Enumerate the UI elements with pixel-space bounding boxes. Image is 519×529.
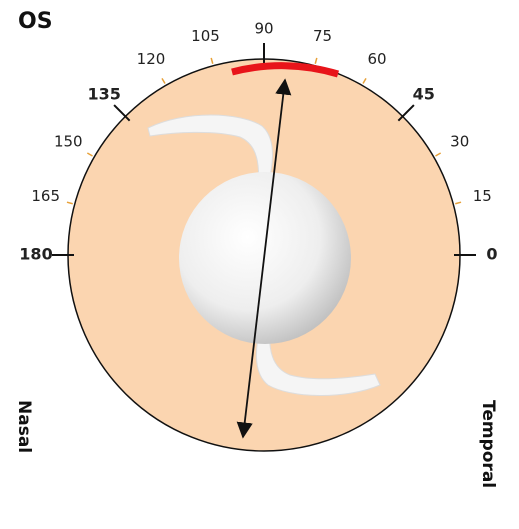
degree-label: 150 — [54, 133, 83, 151]
minor-tick — [362, 77, 367, 84]
degree-label: 135 — [87, 85, 120, 104]
eye-label: OS — [18, 9, 53, 34]
major-tick — [397, 104, 415, 122]
degree-label: 180 — [19, 245, 52, 264]
minor-tick — [210, 57, 214, 64]
minor-tick — [161, 77, 166, 84]
minor-tick — [455, 201, 462, 205]
red-arc — [231, 62, 340, 78]
minor-tick — [66, 201, 73, 205]
degree-label: 0 — [486, 245, 497, 264]
major-tick — [113, 104, 131, 122]
minor-tick — [86, 152, 93, 157]
degree-label: 75 — [313, 27, 332, 45]
degree-label: 45 — [413, 85, 435, 104]
nasal-label: Nasal — [14, 400, 34, 453]
degree-label: 165 — [31, 187, 60, 205]
axis-arrow — [236, 78, 292, 439]
minor-tick — [314, 57, 318, 64]
degree-label: 15 — [473, 187, 492, 205]
minor-tick — [435, 152, 442, 157]
degree-label: 105 — [191, 27, 220, 45]
degree-label: 120 — [137, 50, 166, 68]
optic — [179, 172, 351, 344]
degree-label: 90 — [254, 20, 273, 38]
degree-label: 30 — [450, 133, 469, 151]
temporal-label: Temporal — [478, 400, 498, 488]
degree-label: 60 — [367, 50, 386, 68]
